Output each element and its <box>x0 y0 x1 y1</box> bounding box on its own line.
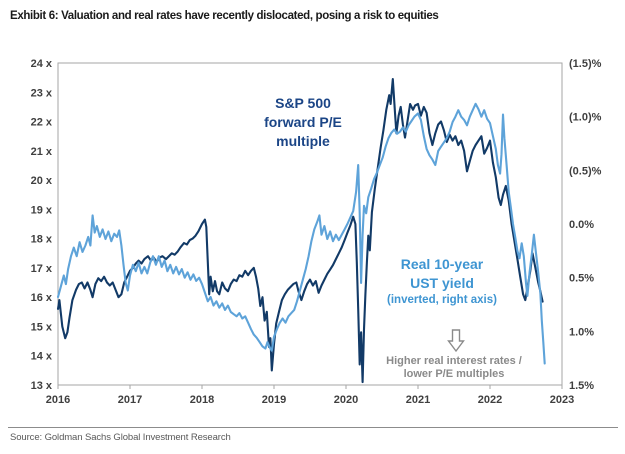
pe-label-line1: S&P 500 <box>275 95 331 111</box>
y-axis-left-label: 18 x <box>31 234 53 246</box>
y-axis-left-label: 21 x <box>31 146 53 158</box>
y-axis-right-label: 0.0% <box>569 219 594 231</box>
x-axis-label: 2018 <box>190 394 214 406</box>
source-text: Source: Goldman Sachs Global Investment … <box>10 432 231 443</box>
yield-label-line3: (inverted, right axis) <box>387 294 497 306</box>
y-axis-left-label: 22 x <box>31 117 53 129</box>
source-divider <box>8 427 618 428</box>
x-axis-label: 2022 <box>478 394 502 406</box>
x-axis-label: 2021 <box>406 394 430 406</box>
y-axis-left-label: 16 x <box>31 292 53 304</box>
y-axis-right-label: 0.5% <box>569 273 594 285</box>
exhibit-title: Exhibit 6: Valuation and real rates have… <box>10 10 439 22</box>
higher-rates-note: Higher real interest rates / lower P/E m… <box>349 355 559 381</box>
yield-series-line <box>56 102 546 365</box>
y-axis-left-label: 19 x <box>31 204 53 216</box>
y-axis-right-label: 1.5% <box>569 380 594 392</box>
pe-label-line3: multiple <box>276 133 330 149</box>
x-axis-label: 2016 <box>46 394 70 406</box>
y-axis-left-label: 17 x <box>31 263 53 275</box>
y-axis-right-label: (1.0)% <box>569 112 602 124</box>
x-axis-label: 2020 <box>334 394 358 406</box>
x-axis-label: 2017 <box>118 394 142 406</box>
y-axis-left-label: 23 x <box>31 87 53 99</box>
yield-series-label: Real 10-year UST yield (inverted, right … <box>347 255 537 307</box>
yield-label-line1: Real 10-year <box>400 256 484 272</box>
y-axis-left-label: 24 x <box>31 58 53 70</box>
y-axis-left-label: 13 x <box>31 380 53 392</box>
y-axis-left-label: 14 x <box>31 351 53 363</box>
y-axis-right-label: 1.0% <box>569 326 594 338</box>
y-axis-right-label: (1.5)% <box>569 58 602 70</box>
y-axis-left-label: 15 x <box>31 321 53 333</box>
y-axis-right-label: (0.5)% <box>569 165 602 177</box>
pe-series-label: S&P 500 forward P/E multiple <box>213 94 393 151</box>
yield-label-line2: UST yield <box>410 275 474 291</box>
pe-label-line2: forward P/E <box>264 114 342 130</box>
x-axis-label: 2023 <box>550 394 574 406</box>
pe-series-line <box>56 78 544 384</box>
x-axis-label: 2019 <box>262 394 286 406</box>
note-line2: lower P/E multiples <box>403 368 505 380</box>
down-arrow-icon <box>447 329 465 353</box>
note-line1: Higher real interest rates / <box>386 355 522 367</box>
plot-frame <box>57 62 563 386</box>
y-axis-left-label: 20 x <box>31 175 53 187</box>
